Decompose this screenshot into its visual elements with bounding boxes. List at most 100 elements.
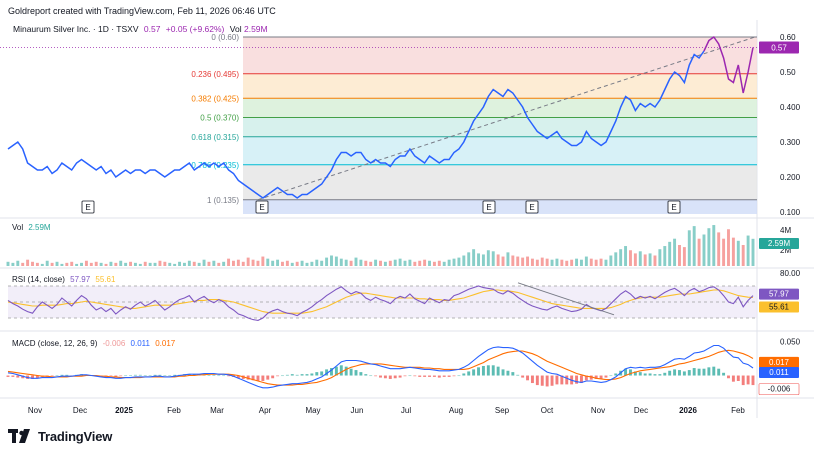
macd-histogram-bar — [668, 370, 672, 376]
macd-badge-text: 0.011 — [769, 368, 789, 377]
macd-histogram-bar — [271, 375, 275, 379]
volume-bar — [344, 259, 348, 266]
volume-bar — [678, 245, 681, 266]
macd-histogram-bar — [325, 369, 329, 376]
macd-histogram-bar — [138, 374, 142, 376]
macd-histogram-bar — [16, 375, 20, 378]
macd-histogram-bar — [246, 375, 250, 380]
macd-histogram-bar — [408, 375, 412, 377]
macd-histogram-bar — [11, 375, 15, 377]
volume-bar — [570, 259, 574, 266]
macd-histogram-bar — [452, 375, 456, 377]
fib-label: 0.786 (0.235) — [191, 161, 239, 170]
macd-histogram-bar — [467, 371, 471, 376]
macd-histogram-bar — [153, 374, 157, 376]
earnings-marker-letter: E — [529, 203, 534, 212]
macd-histogram-bar — [256, 375, 260, 381]
volume-bar — [31, 261, 34, 266]
volume-bar — [369, 261, 373, 266]
volume-bar — [535, 259, 539, 266]
macd-axis-tick: 0.050 — [780, 337, 801, 346]
volume-bar — [310, 261, 314, 266]
macd-histogram-bar — [173, 374, 177, 376]
macd-histogram-bar — [354, 370, 358, 376]
volume-bar — [496, 254, 500, 266]
volume-bar — [330, 255, 333, 266]
macd-hist-badge — [758, 383, 800, 395]
time-axis-tick: Nov — [591, 406, 605, 415]
volume-bar — [261, 256, 265, 266]
macd-histogram-bar — [276, 375, 280, 377]
legend-change: +0.05 (+9.62%) — [166, 24, 225, 34]
volume-bar — [35, 262, 39, 266]
rsi-line — [7, 285, 754, 321]
volume-bar — [550, 259, 554, 266]
legend-last: 0.57 — [144, 24, 161, 34]
volume-bar — [55, 261, 59, 266]
fib-label: 0 (0.60) — [211, 33, 239, 42]
volume-bar — [178, 261, 182, 266]
macd-signal-badge — [759, 356, 799, 368]
volume-bar — [339, 258, 343, 266]
time-axis-tick: May — [305, 406, 320, 415]
volume-bar — [589, 258, 593, 266]
macd-histogram-bar — [722, 372, 726, 376]
volume-bar — [241, 261, 245, 266]
volume-bar — [129, 261, 132, 266]
fib-label: 0.382 (0.425) — [191, 94, 239, 103]
volume-bar — [222, 261, 226, 266]
price-axis-tick: 0.60 — [780, 33, 796, 42]
volume-bar — [119, 260, 123, 266]
macd-histogram-bar — [565, 375, 569, 385]
volume-bar — [413, 261, 417, 266]
volume-bar — [109, 261, 113, 266]
macd-line — [7, 344, 754, 389]
volume-bar — [285, 260, 289, 266]
volume-axis-tick: 2M — [780, 246, 791, 255]
macd-histogram-bar — [423, 375, 427, 377]
volume-bar — [192, 261, 196, 266]
macd-histogram-bar — [678, 370, 681, 376]
tradingview-logo[interactable]: TradingView — [8, 428, 112, 444]
fib-layer: 0 (0.60) 0.236 (0.495) 0.382 (0.425) 0.5 (0… — [0, 33, 757, 214]
macd-histogram-bar — [599, 375, 603, 379]
volume-bar — [84, 260, 88, 266]
macd-histogram-bar — [217, 375, 221, 377]
volume-bar — [516, 256, 520, 266]
axis-layer: 0.60 0.50 0.400 0.300 0.200 0.100 0.57 E E E E E 4M 2… — [28, 33, 801, 415]
volume-bar — [325, 257, 329, 266]
macd-histogram-bar — [388, 375, 392, 379]
macd-histogram-bar — [383, 375, 387, 379]
volume-bar — [26, 259, 30, 266]
macd-histogram-bar — [222, 375, 226, 377]
macd-title: MACD (close, 12, 26, 9) -0.006 0.011 0.0… — [12, 339, 176, 348]
volume-bar — [462, 255, 466, 266]
macd-histogram-bar — [442, 375, 446, 377]
volume-bar — [707, 228, 711, 266]
macd-histogram-bar — [212, 374, 216, 376]
macd-histogram-bar — [594, 375, 598, 379]
volume-bar — [751, 238, 755, 266]
macd-histogram-bar — [629, 369, 632, 376]
volume-bar — [629, 250, 632, 266]
macd-histogram-bar — [727, 375, 730, 379]
volume-bar — [364, 260, 368, 266]
macd-histogram-bar — [109, 375, 113, 377]
macd-histogram-bar — [751, 375, 755, 386]
earnings-marker — [667, 200, 681, 214]
volume-bar — [158, 260, 162, 266]
volume-bar — [697, 238, 701, 266]
volume-bar — [168, 262, 172, 266]
volume-bar — [633, 253, 637, 266]
macd-histogram-bar — [168, 375, 172, 377]
volume-bar — [75, 263, 79, 266]
volume-bar — [428, 260, 431, 266]
volume-bar — [437, 260, 441, 266]
macd-histogram-bar — [300, 374, 304, 376]
volume-bar — [251, 259, 255, 266]
volume-bar — [276, 259, 280, 266]
volume-bar — [511, 255, 515, 266]
volume-bar — [447, 259, 451, 266]
volume-bar — [560, 259, 564, 266]
